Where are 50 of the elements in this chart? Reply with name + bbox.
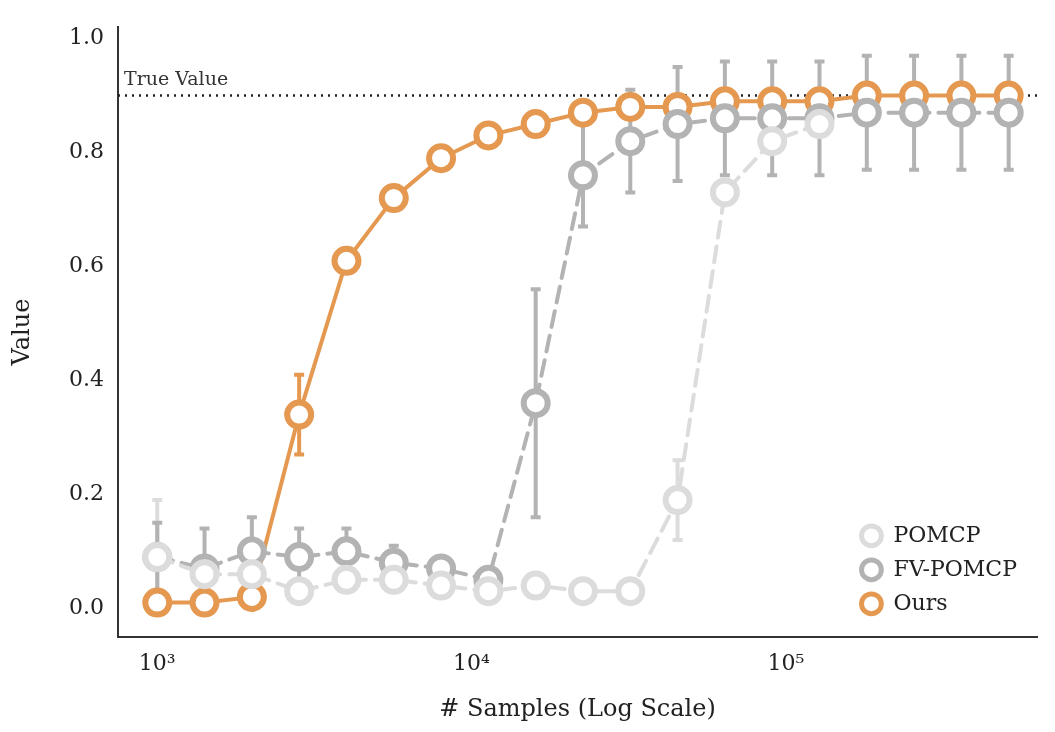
point <box>615 126 646 157</box>
point <box>662 485 693 516</box>
point <box>899 97 930 128</box>
point <box>567 97 598 128</box>
y-tick-label: 1.0 <box>69 24 104 50</box>
point <box>284 399 315 430</box>
point <box>993 97 1024 128</box>
point <box>142 587 173 618</box>
point <box>520 388 551 419</box>
point <box>851 97 882 128</box>
point <box>473 576 504 607</box>
legend-label: POMCP <box>893 521 981 547</box>
x-tick-label: 10³ <box>138 649 176 675</box>
point <box>520 570 551 601</box>
y-tick-label: 0.4 <box>69 366 104 392</box>
point <box>473 120 504 151</box>
ref-line-label: True Value <box>124 67 229 89</box>
point <box>236 559 267 590</box>
point <box>284 576 315 607</box>
y-tick-label: 0.0 <box>69 594 104 620</box>
y-tick-label: 0.8 <box>69 138 104 164</box>
point <box>946 97 977 128</box>
point <box>331 536 362 567</box>
point <box>567 160 598 191</box>
point <box>378 564 409 595</box>
y-tick-label: 0.6 <box>69 252 104 278</box>
point <box>709 103 740 134</box>
y-axis-title: Value <box>6 298 35 367</box>
point <box>426 570 457 601</box>
point <box>426 143 457 174</box>
point <box>331 245 362 276</box>
point <box>757 126 788 157</box>
x-tick-label: 10⁴ <box>453 649 491 675</box>
point <box>378 183 409 214</box>
point <box>709 177 740 208</box>
point <box>615 91 646 122</box>
x-axis-title: # Samples (Log Scale) <box>439 693 716 722</box>
point <box>331 564 362 595</box>
y-tick-label: 0.2 <box>69 480 104 506</box>
legend-label: FV-POMCP <box>893 555 1018 581</box>
point <box>662 109 693 140</box>
point <box>615 576 646 607</box>
legend-label: Ours <box>893 589 948 615</box>
point <box>804 109 835 140</box>
x-tick-label: 10⁵ <box>767 649 805 675</box>
point <box>567 576 598 607</box>
point <box>520 109 551 140</box>
point <box>284 542 315 573</box>
point <box>189 559 220 590</box>
point <box>189 587 220 618</box>
